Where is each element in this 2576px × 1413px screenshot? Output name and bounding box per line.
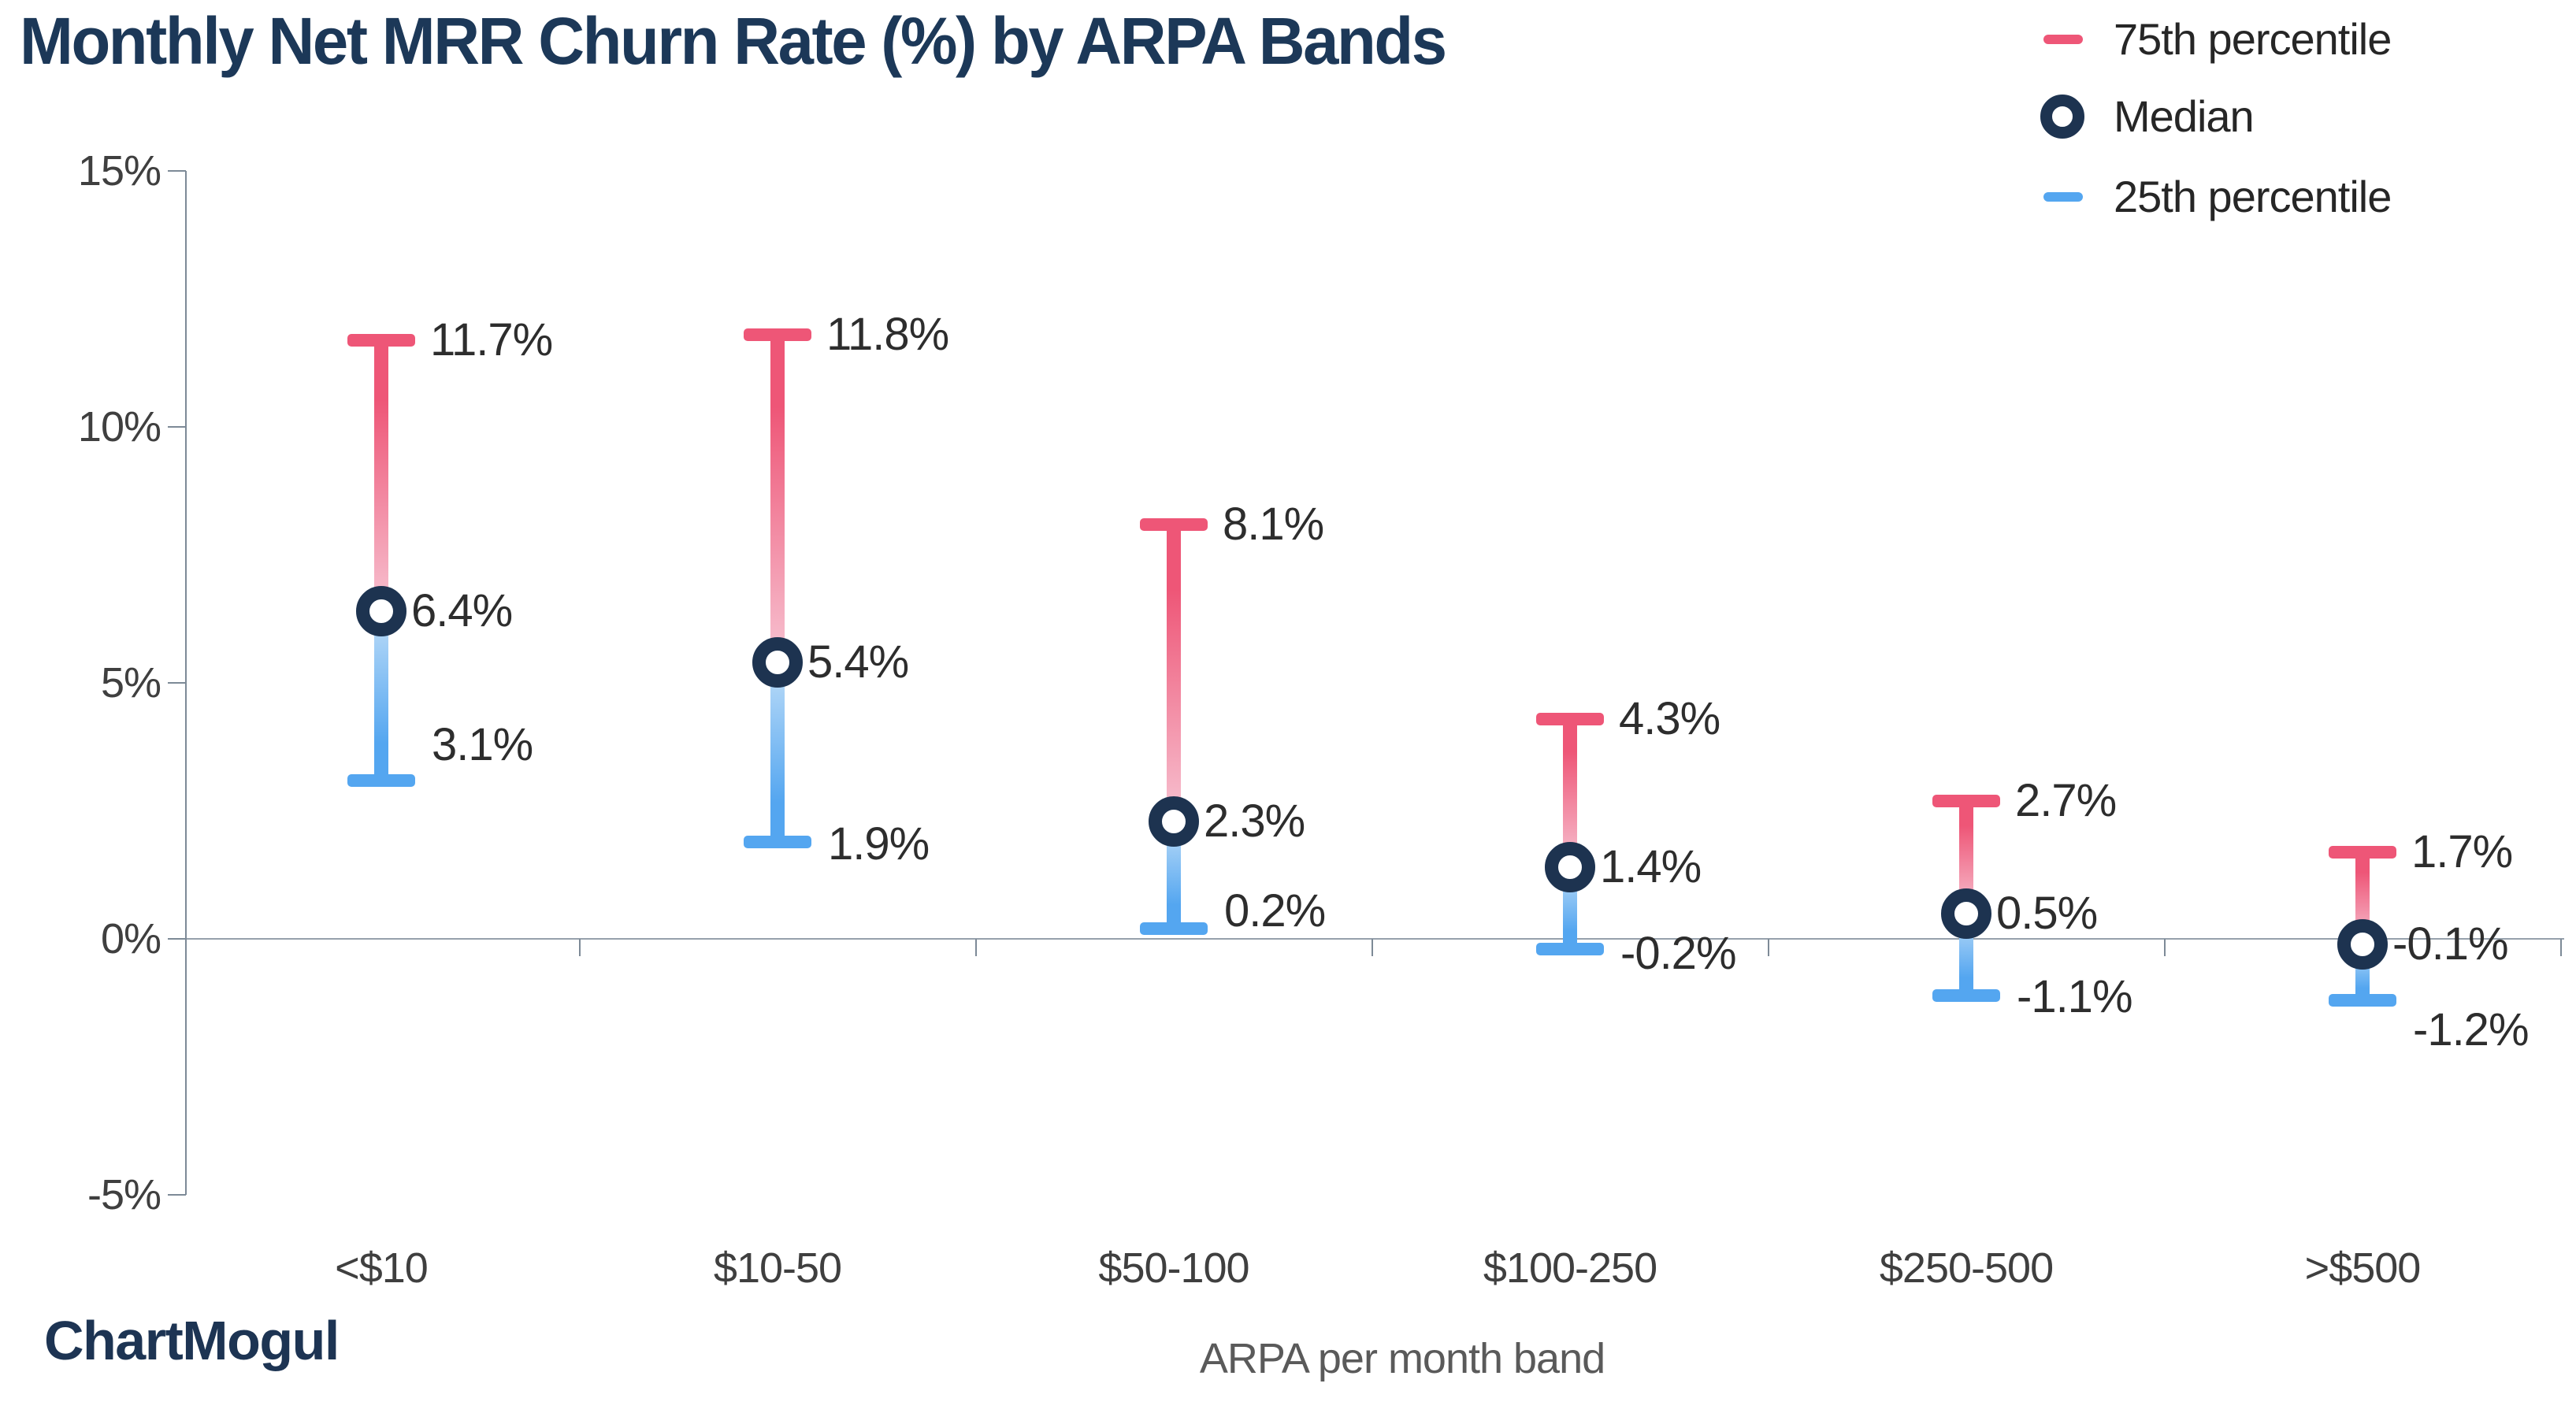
range-bar-upper-stem <box>1167 524 1181 821</box>
p75-cap-marker <box>1932 794 2000 807</box>
x-axis-tick <box>1371 939 1373 956</box>
y-axis-tick <box>168 938 186 940</box>
p25-value-label: 3.1% <box>432 718 533 770</box>
y-axis-tick <box>168 682 186 684</box>
range-bar-upper-stem <box>1563 718 1577 867</box>
median-ring-marker <box>1149 796 1199 847</box>
x-category-label: $250-500 <box>1879 1244 2054 1292</box>
range-bar-upper-stem <box>1959 800 1973 914</box>
p75-cap-marker <box>1140 517 1208 531</box>
x-axis-tick <box>974 939 977 956</box>
p75-value-label: 1.7% <box>2411 825 2513 877</box>
p25-cap-marker <box>1932 988 2000 1002</box>
x-category-label: >$500 <box>2304 1244 2422 1292</box>
x-category-label: $100-250 <box>1483 1244 1657 1292</box>
range-bar-lower-stem <box>770 662 785 842</box>
median-ring-marker <box>752 637 803 688</box>
p75-value-label: 11.7% <box>430 313 553 365</box>
p25-cap-marker <box>2329 994 2396 1007</box>
median-ring-marker <box>1545 842 1595 892</box>
p75-value-label: 2.7% <box>2015 774 2117 826</box>
p25-cap-marker <box>347 773 415 787</box>
x-category-label: <$10 <box>335 1244 429 1292</box>
x-category-label: $10-50 <box>713 1244 842 1292</box>
median-value-label: 0.5% <box>1996 887 2098 939</box>
median-ring-marker <box>2337 918 2388 970</box>
legend-item-median[interactable]: Median <box>2040 91 2563 141</box>
p25-value-label: 0.2% <box>1224 885 1326 936</box>
legend-label: 25th percentile <box>2114 172 2392 221</box>
p75-cap-marker <box>1536 712 1604 725</box>
y-tick-label: 5% <box>100 659 161 706</box>
legend-item-75th-percentile[interactable]: 75th percentile <box>2043 14 2563 64</box>
range-bar-upper-stem <box>374 339 388 611</box>
p75-value-label: 11.8% <box>826 309 949 360</box>
y-axis-tick <box>168 1194 186 1196</box>
y-axis-tick <box>168 170 186 172</box>
25th-percentile-dash-icon <box>2043 192 2083 202</box>
y-axis-tick <box>168 426 186 428</box>
p25-value-label: 1.9% <box>828 818 930 870</box>
median-value-label: 6.4% <box>411 585 513 636</box>
x-axis-tick <box>578 939 581 956</box>
x-category-label: $50-100 <box>1098 1244 1249 1292</box>
p25-cap-marker <box>744 835 811 848</box>
y-axis-line <box>185 171 187 1195</box>
p25-value-label: -1.2% <box>2413 1004 2530 1055</box>
median-value-label: 5.4% <box>807 636 909 688</box>
range-bar-lower-stem <box>1167 821 1181 929</box>
p25-cap-marker <box>1140 922 1208 935</box>
p75-cap-marker <box>2329 845 2396 859</box>
p25-value-label: -1.1% <box>2017 970 2133 1022</box>
p75-value-label: 4.3% <box>1619 692 1720 744</box>
p75-cap-marker <box>744 328 811 341</box>
y-tick-label: 10% <box>77 403 161 451</box>
p75-value-label: 8.1% <box>1223 498 1324 550</box>
legend-label: 75th percentile <box>2114 14 2392 64</box>
p75-cap-marker <box>347 333 415 347</box>
p25-value-label: -0.2% <box>1620 928 1737 979</box>
chartmogul-logo: ChartMogul <box>44 1310 340 1371</box>
y-tick-label: 15% <box>77 147 161 195</box>
y-tick-label: -5% <box>87 1171 161 1218</box>
75th-percentile-dash-icon <box>2043 35 2083 44</box>
x-axis-tick <box>1767 939 1769 956</box>
y-tick-label: 0% <box>100 915 161 962</box>
range-bar-lower-stem <box>374 611 388 781</box>
range-bar-upper-stem <box>770 335 785 662</box>
x-axis-tick <box>2163 939 2166 956</box>
median-ring-marker <box>1941 888 1991 939</box>
legend-label: Median <box>2114 91 2255 141</box>
chart-title: Monthly Net MRR Churn Rate (%) by ARPA B… <box>20 4 1447 78</box>
median-value-label: 2.3% <box>1204 795 1305 847</box>
legend-item-25th-percentile[interactable]: 25th percentile <box>2043 172 2563 221</box>
p25-cap-marker <box>1536 943 1604 955</box>
x-axis-title: ARPA per month band <box>1199 1335 1605 1382</box>
median-ring-marker <box>356 586 406 636</box>
x-axis-tick <box>2559 939 2562 956</box>
zero-gridline <box>186 938 2564 940</box>
median-value-label: 1.4% <box>1600 841 1702 892</box>
median-value-label: -0.1% <box>2392 918 2509 970</box>
